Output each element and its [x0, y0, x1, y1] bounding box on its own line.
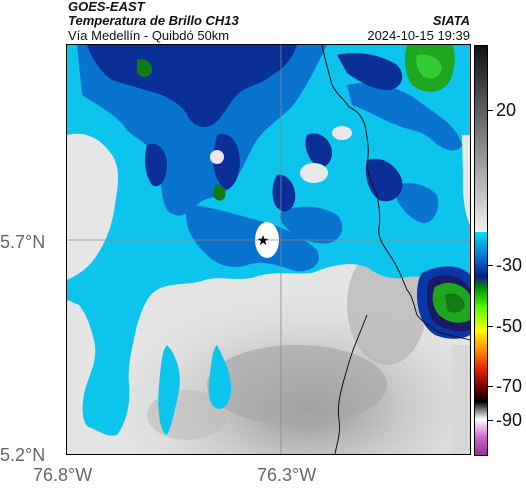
colorbar-tick-minus70: -70 — [496, 376, 523, 396]
lon-label-76.8: 76.8°W — [33, 465, 93, 485]
product-title: Temperatura de Brillo CH13 — [68, 13, 239, 28]
satellite-map[interactable]: ★ — [67, 45, 470, 454]
timestamp: 2024-10-15 19:39 — [367, 28, 470, 43]
lon-label-76.3: 76.3°W — [257, 465, 317, 485]
colorbar-tick-minus30: -30 — [496, 255, 523, 275]
route-subtitle: Vía Medellín - Quibdó 50km — [68, 28, 230, 43]
colorbar-tick-20: 20 — [496, 100, 517, 120]
lat-label-5.7: 5.7°N — [0, 232, 46, 252]
lat-label-5.2: 5.2°N — [0, 445, 46, 465]
colorbar-tick-minus90: -90 — [496, 410, 523, 430]
temperature-colorbar — [474, 45, 488, 456]
colorbar-tick-minus50: -50 — [496, 316, 523, 336]
satellite-title: GOES-EAST — [68, 0, 145, 14]
brand-label: SIATA — [432, 13, 470, 28]
boundary-line — [321, 45, 470, 341]
location-star-icon: ★ — [257, 232, 270, 248]
